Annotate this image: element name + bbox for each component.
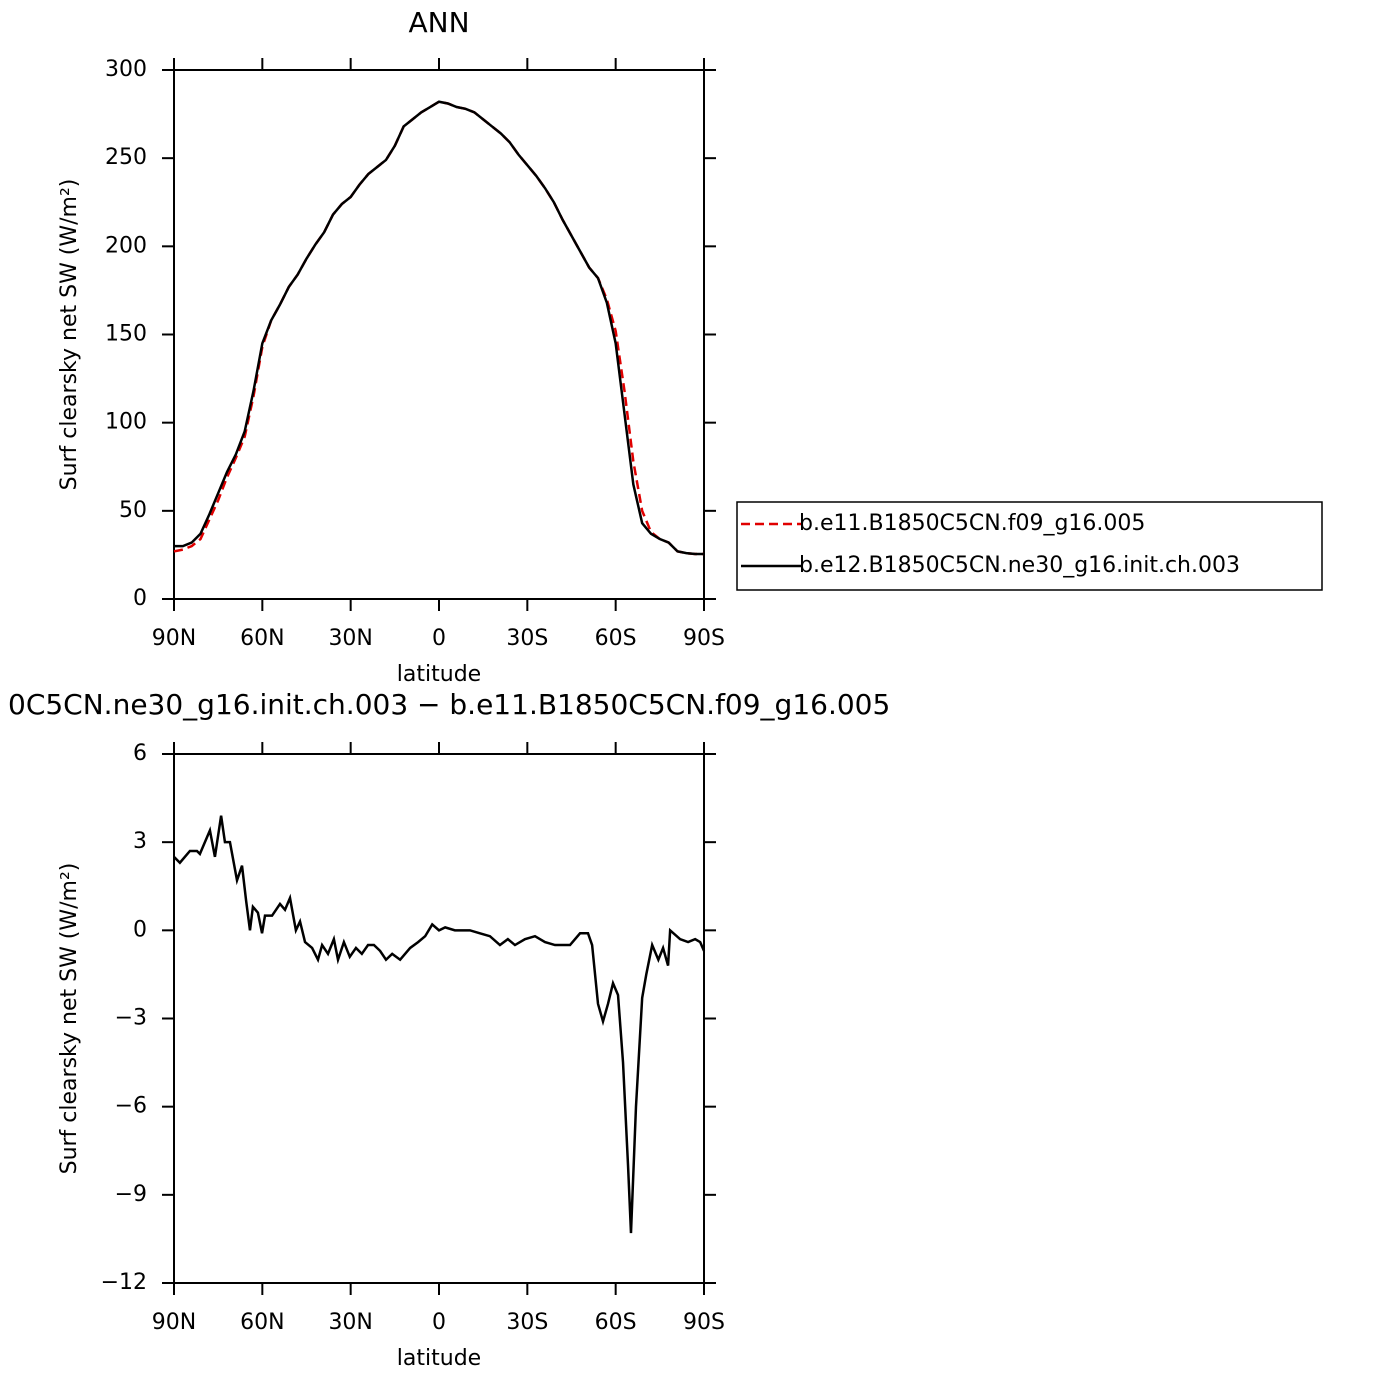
y-tick-label: −6 — [115, 1094, 147, 1119]
y-tick-label: 0 — [133, 586, 147, 611]
y-tick-label: 50 — [119, 498, 147, 523]
x-tick-label: 60N — [240, 1310, 284, 1335]
x-tick-label: 90S — [683, 1310, 725, 1335]
x-tick-label: 30S — [506, 1310, 548, 1335]
chart-title: 0C5CN.ne30_g16.init.ch.003 − b.e11.B1850… — [8, 688, 890, 721]
plot-frame — [173, 753, 705, 1284]
y-tick-label: 3 — [133, 829, 147, 854]
x-tick-label: 0 — [432, 1310, 446, 1335]
y-tick-label: −3 — [115, 1006, 147, 1031]
y-tick-label: 300 — [105, 57, 147, 82]
x-tick-label: 60S — [595, 626, 637, 651]
series-line — [173, 815, 706, 1234]
series-line — [174, 100, 704, 556]
chart-title: ANN — [408, 6, 469, 39]
x-tick-label: 30N — [328, 1310, 372, 1335]
y-tick-label: −9 — [115, 1182, 147, 1207]
y-tick-label: 200 — [105, 233, 147, 258]
x-tick-label: 90S — [683, 626, 725, 651]
x-tick-label: 60S — [595, 1310, 637, 1335]
y-tick-label: 250 — [105, 145, 147, 170]
x-tick-label: 30N — [328, 626, 372, 651]
y-tick-label: 0 — [133, 917, 147, 942]
x-tick-label: 60N — [240, 626, 284, 651]
x-tick-label: 90N — [152, 626, 196, 651]
legend-box — [736, 501, 1323, 591]
legend-label: b.e12.B1850C5CN.ne30_g16.init.ch.003 — [799, 553, 1240, 578]
x-tick-label: 30S — [506, 626, 548, 651]
y-axis-label: Surf clearsky net SW (W/m²) — [57, 863, 82, 1175]
x-axis-label: latitude — [397, 1346, 481, 1371]
x-tick-label: 0 — [432, 626, 446, 651]
x-axis-label: latitude — [397, 662, 481, 687]
y-tick-label: 150 — [105, 322, 147, 347]
plot-frame — [173, 69, 705, 600]
series-line — [173, 100, 704, 556]
x-tick-label: 90N — [152, 1310, 196, 1335]
y-tick-label: −12 — [101, 1270, 147, 1295]
y-tick-label: 100 — [105, 410, 147, 435]
y-axis-label: Surf clearsky net SW (W/m²) — [57, 179, 82, 491]
legend-label: b.e11.B1850C5CN.f09_g16.005 — [799, 511, 1145, 536]
y-tick-label: 6 — [133, 741, 147, 766]
